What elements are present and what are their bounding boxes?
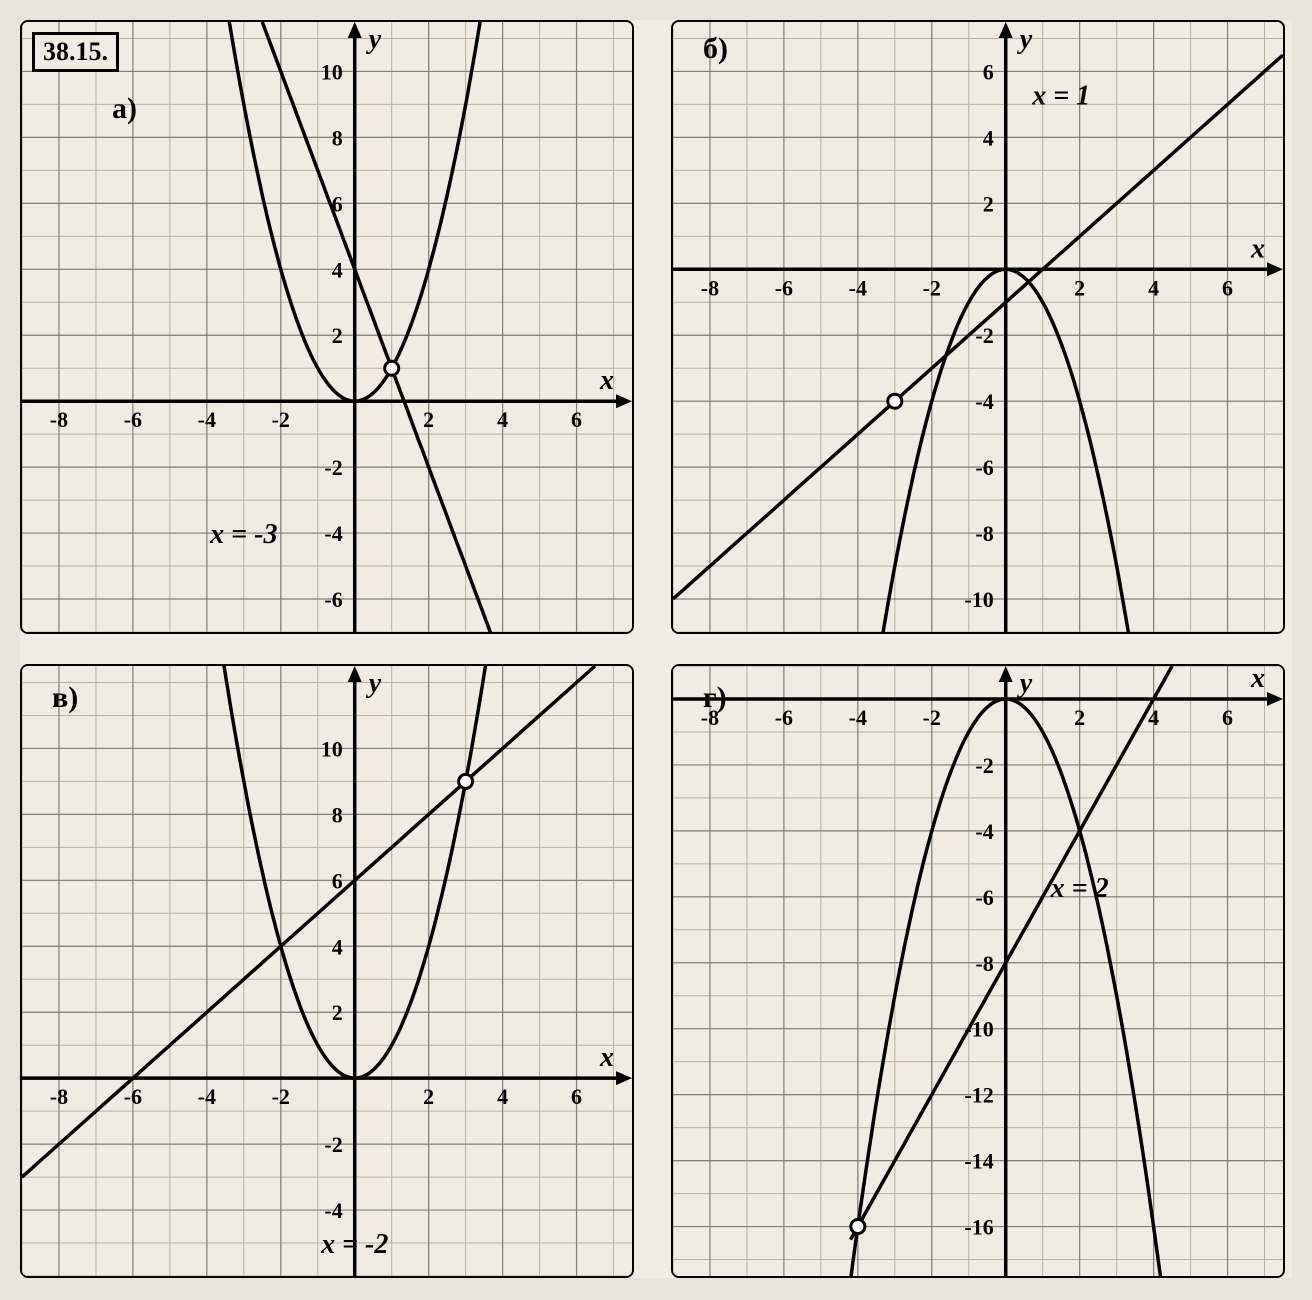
- subplot-label-v: в): [52, 681, 78, 715]
- svg-text:2: 2: [332, 323, 343, 348]
- svg-text:-8: -8: [50, 407, 68, 432]
- svg-text:-10: -10: [964, 587, 993, 612]
- svg-text:-2: -2: [324, 1132, 342, 1157]
- svg-text:x = -3: x = -3: [209, 519, 277, 550]
- svg-text:-4: -4: [198, 1084, 216, 1109]
- svg-text:-2: -2: [923, 705, 941, 730]
- svg-text:-4: -4: [324, 521, 342, 546]
- plot-a: 38.15.а)-8-6-4-2246-6-4-2246810xyx = -3: [20, 20, 634, 634]
- svg-text:-6: -6: [324, 587, 342, 612]
- svg-text:8: 8: [332, 125, 343, 150]
- svg-text:-6: -6: [775, 705, 793, 730]
- svg-text:10: 10: [321, 59, 343, 84]
- svg-text:6: 6: [332, 868, 343, 893]
- svg-text:-14: -14: [964, 1149, 993, 1174]
- subplot-label-b: б): [703, 32, 728, 66]
- svg-text:10: 10: [321, 736, 343, 761]
- svg-text:6: 6: [983, 59, 994, 84]
- svg-text:-4: -4: [975, 819, 993, 844]
- plot-v: в) -8 -6 -4 -2 2 4 6 -4 -2 2 4 6 8 10 x y x = -2: [20, 664, 634, 1278]
- svg-text:-6: -6: [975, 885, 993, 910]
- svg-text:-16: -16: [964, 1215, 993, 1240]
- svg-text:6: 6: [1222, 275, 1233, 300]
- subplot-label-g: г): [703, 681, 727, 715]
- plot-b: б)-8-6-4-2246-10-8-6-4-2246xyx = 1: [671, 20, 1285, 634]
- svg-text:-2: -2: [923, 275, 941, 300]
- svg-text:4: 4: [1148, 275, 1159, 300]
- svg-text:6: 6: [1222, 705, 1233, 730]
- svg-text:-12: -12: [964, 1083, 993, 1108]
- plot-g: г)-8-6-4-2246-16-14-12-10-8-6-4-2xyx = 2: [671, 664, 1285, 1278]
- svg-text:2: 2: [983, 191, 994, 216]
- svg-text:-6: -6: [975, 455, 993, 480]
- svg-text:-8: -8: [975, 521, 993, 546]
- svg-text:-6: -6: [124, 1084, 142, 1109]
- svg-text:-2: -2: [272, 407, 290, 432]
- svg-text:y: y: [1017, 24, 1033, 55]
- svg-text:-6: -6: [775, 275, 793, 300]
- svg-text:y: y: [366, 668, 382, 699]
- svg-text:4: 4: [983, 125, 994, 150]
- svg-text:6: 6: [571, 407, 582, 432]
- svg-text:4: 4: [332, 257, 343, 282]
- svg-text:6: 6: [571, 1084, 582, 1109]
- svg-text:-8: -8: [701, 275, 719, 300]
- svg-text:-4: -4: [198, 407, 216, 432]
- svg-text:-8: -8: [50, 1084, 68, 1109]
- svg-text:-4: -4: [975, 389, 993, 414]
- svg-text:2: 2: [1074, 275, 1085, 300]
- svg-text:y: y: [366, 24, 382, 55]
- svg-text:x: x: [599, 365, 614, 396]
- svg-text:x = -2: x = -2: [320, 1229, 388, 1260]
- svg-text:y: y: [1017, 668, 1033, 699]
- svg-text:x: x: [1250, 666, 1265, 694]
- svg-text:-2: -2: [324, 455, 342, 480]
- svg-text:-4: -4: [324, 1198, 342, 1223]
- svg-text:2: 2: [423, 407, 434, 432]
- svg-text:4: 4: [332, 934, 343, 959]
- svg-text:2: 2: [332, 1000, 343, 1025]
- svg-text:-2: -2: [272, 1084, 290, 1109]
- svg-text:-8: -8: [975, 951, 993, 976]
- subplot-label-a: а): [112, 92, 137, 126]
- svg-text:2: 2: [1074, 705, 1085, 730]
- svg-text:4: 4: [497, 407, 508, 432]
- svg-text:x: x: [1250, 233, 1265, 264]
- svg-text:-4: -4: [849, 275, 867, 300]
- svg-text:4: 4: [497, 1084, 508, 1109]
- svg-text:-2: -2: [975, 753, 993, 778]
- svg-text:x = 1: x = 1: [1031, 80, 1090, 111]
- svg-text:x: x: [599, 1042, 614, 1073]
- svg-text:8: 8: [332, 802, 343, 827]
- svg-text:-6: -6: [124, 407, 142, 432]
- problem-number-box: 38.15.: [32, 32, 119, 72]
- svg-text:-4: -4: [849, 705, 867, 730]
- svg-text:x = 2: x = 2: [1050, 873, 1109, 904]
- svg-text:2: 2: [423, 1084, 434, 1109]
